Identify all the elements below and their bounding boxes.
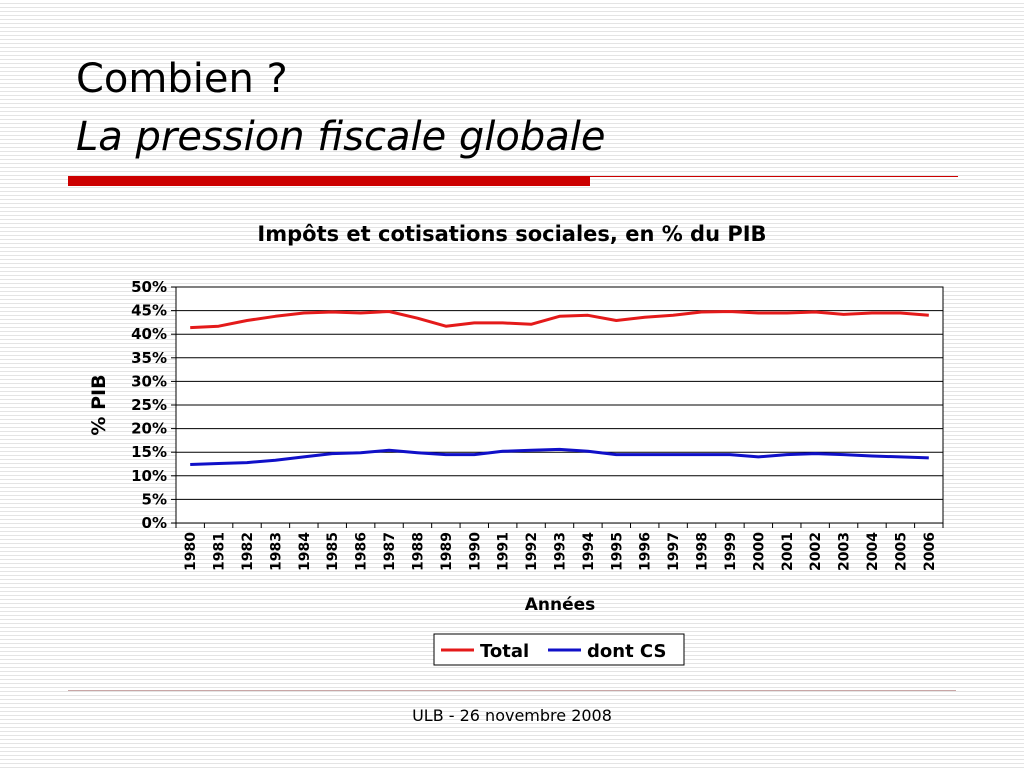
x-tick-label: 1986 xyxy=(354,532,370,571)
x-tick-label: 1989 xyxy=(439,532,455,571)
y-tick-label: 0% xyxy=(142,514,167,532)
series-line-total xyxy=(190,310,929,330)
x-tick-label: 1990 xyxy=(467,532,483,571)
x-tick-label: 2002 xyxy=(808,532,824,571)
x-tick-label: 1985 xyxy=(325,532,341,571)
line-chart: Impôts et cotisations sociales, en % du … xyxy=(88,222,944,666)
slide-title: Combien ? xyxy=(76,56,288,102)
legend-label-cs: dont CS xyxy=(587,641,666,662)
x-axis-label: Années xyxy=(525,595,596,615)
legend-label-total: Total xyxy=(480,641,529,662)
x-tick-label: 1992 xyxy=(524,532,540,571)
x-tick-label: 1993 xyxy=(553,532,569,571)
x-tick-label: 2000 xyxy=(751,532,767,571)
y-axis: 0% 5% 10% 15% 20% 25% 30% 35% 40% 45% 50% xyxy=(131,278,176,532)
x-tick-label: 2005 xyxy=(893,532,909,571)
legend: Total dont CS xyxy=(433,633,685,666)
x-tick-label: 1997 xyxy=(666,532,682,571)
y-tick-label: 50% xyxy=(131,278,167,296)
y-tick-label: 15% xyxy=(131,443,167,461)
x-tick-label: 2006 xyxy=(922,532,938,571)
y-tick-label: 40% xyxy=(131,325,167,343)
y-tick-label: 45% xyxy=(131,302,167,320)
accent-thin-line xyxy=(590,176,958,177)
x-tick-label: 1991 xyxy=(496,532,512,571)
slide-footer: ULB - 26 novembre 2008 xyxy=(412,706,612,725)
y-axis-label: % PIB xyxy=(88,374,110,435)
x-tick-label: 1987 xyxy=(382,532,398,571)
x-tick-label: 1999 xyxy=(723,532,739,571)
x-axis: 1980 1981 1982 1983 1984 1985 1986 1987 1988 1989… xyxy=(175,523,944,571)
x-tick-label: 1982 xyxy=(240,532,256,571)
x-tick-label: 1981 xyxy=(212,532,228,571)
x-tick-label: 2004 xyxy=(865,532,881,571)
x-tick-label: 1988 xyxy=(410,532,426,571)
y-tick-label: 5% xyxy=(142,490,167,508)
y-tick-label: 35% xyxy=(131,349,167,367)
chart-title: Impôts et cotisations sociales, en % du … xyxy=(257,222,766,246)
legend-box xyxy=(433,633,685,666)
x-tick-label: 1980 xyxy=(183,532,199,571)
y-tick-label: 10% xyxy=(131,467,167,485)
x-tick-label: 1983 xyxy=(268,532,284,571)
series-layer xyxy=(190,310,929,466)
slide-subtitle: La pression fiscale globale xyxy=(76,114,606,160)
y-tick-label: 25% xyxy=(131,396,167,414)
x-tick-label: 2001 xyxy=(780,532,796,571)
accent-bar xyxy=(68,176,590,186)
footer-divider xyxy=(68,690,956,691)
x-tick-label: 1994 xyxy=(581,532,597,571)
x-tick-label: 1998 xyxy=(695,532,711,571)
x-tick-label: 1995 xyxy=(609,532,625,571)
x-tick-label: 1984 xyxy=(297,532,313,571)
x-tick-label: 1996 xyxy=(638,532,654,571)
y-tick-label: 30% xyxy=(131,372,167,390)
y-tick-label: 20% xyxy=(131,420,167,438)
series-line-cs xyxy=(190,447,929,466)
x-tick-label: 2003 xyxy=(837,532,853,571)
